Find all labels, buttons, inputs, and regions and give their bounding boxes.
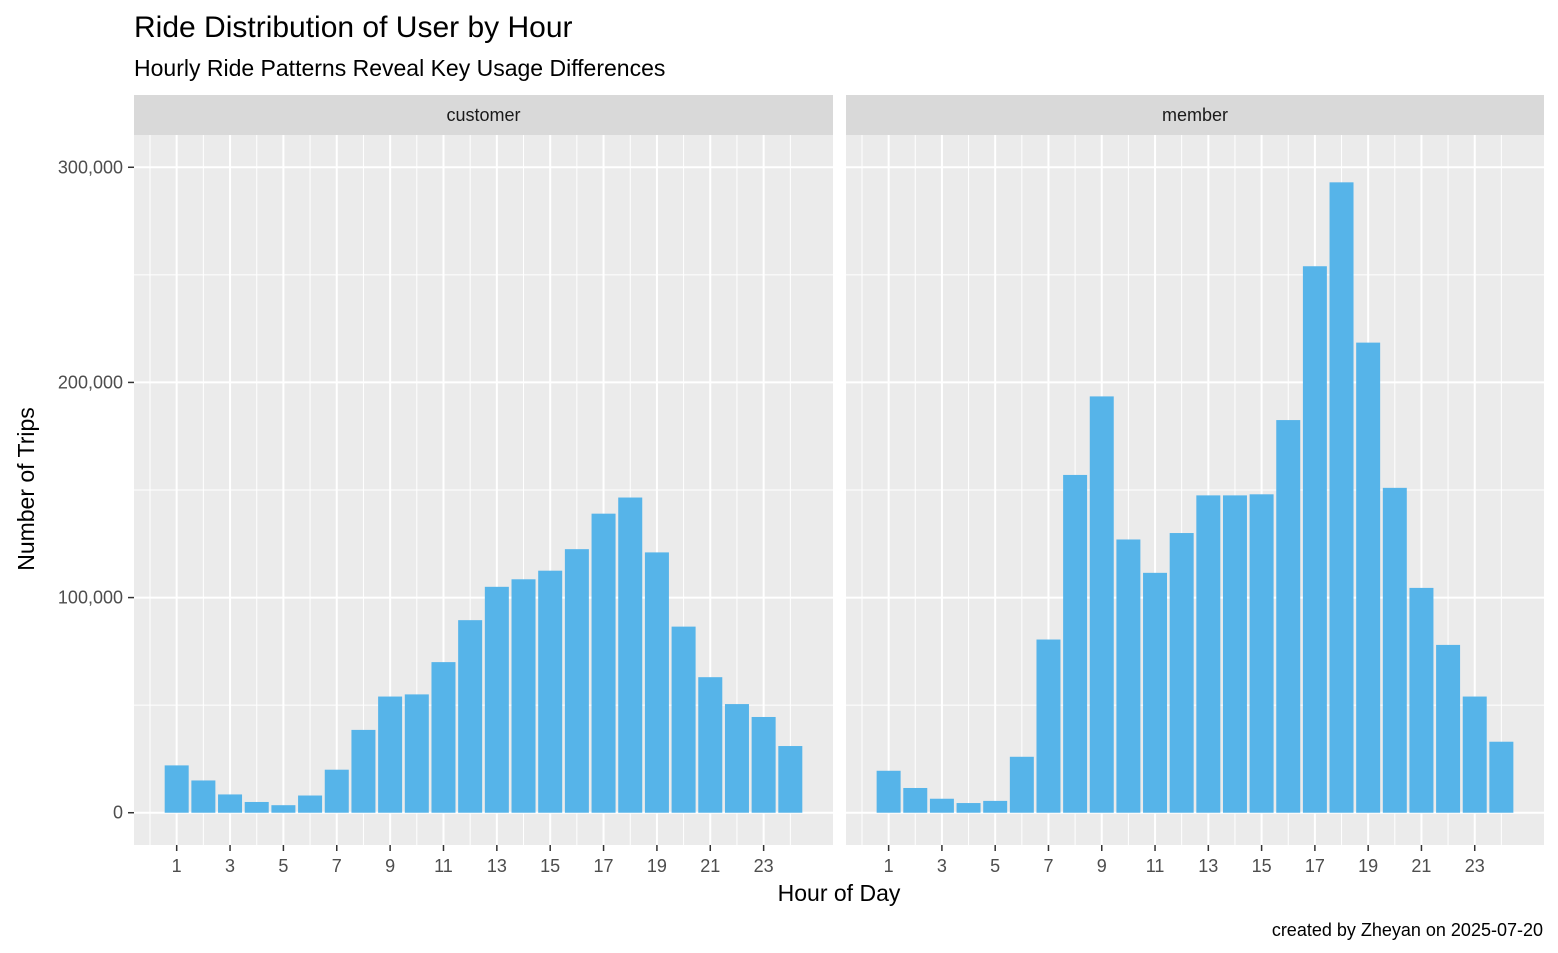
y-axis: 0 100,000 200,000 300,000 xyxy=(58,157,134,823)
facet-strip-label-member: member xyxy=(1162,105,1228,125)
bar-member-hour-2 xyxy=(903,787,928,813)
x-tick-label: 13 xyxy=(1198,856,1218,876)
x-tick-label: 21 xyxy=(1411,856,1431,876)
bar-customer-hour-19 xyxy=(644,552,669,813)
bar-member-hour-13 xyxy=(1196,495,1221,813)
bar-customer-hour-6 xyxy=(298,795,323,813)
x-axis-title: Hour of Day xyxy=(778,880,901,906)
bar-member-hour-1 xyxy=(876,770,901,813)
facet-strip-customer xyxy=(134,95,833,135)
facet-strip-label-customer: customer xyxy=(446,105,520,125)
bar-member-hour-23 xyxy=(1462,696,1487,813)
x-tick-label: 3 xyxy=(937,856,947,876)
facet-strip-member xyxy=(846,95,1544,135)
bar-customer-hour-18 xyxy=(618,497,643,813)
y-tick-label: 300,000 xyxy=(58,157,123,177)
bar-customer-hour-23 xyxy=(751,716,776,813)
x-tick-label: 19 xyxy=(1358,856,1378,876)
x-tick-label: 11 xyxy=(434,856,453,876)
bar-member-hour-10 xyxy=(1116,539,1141,813)
bar-customer-hour-8 xyxy=(351,729,376,813)
bar-customer-hour-2 xyxy=(191,780,216,813)
bar-customer-hour-21 xyxy=(698,677,723,813)
chart-subtitle: Hourly Ride Patterns Reveal Key Usage Di… xyxy=(134,55,665,81)
x-tick-label: 9 xyxy=(385,856,395,876)
bar-member-hour-17 xyxy=(1302,266,1327,813)
bar-member-hour-11 xyxy=(1143,572,1168,813)
x-tick-label: 7 xyxy=(1043,856,1053,876)
bar-member-hour-24 xyxy=(1489,741,1514,813)
bar-customer-hour-5 xyxy=(271,805,296,813)
bar-customer-hour-3 xyxy=(218,794,243,813)
bar-member-hour-21 xyxy=(1409,587,1434,813)
bar-customer-hour-14 xyxy=(511,579,536,813)
bar-member-hour-19 xyxy=(1356,342,1381,813)
bar-member-hour-5 xyxy=(983,800,1008,813)
bar-member-hour-9 xyxy=(1089,396,1114,813)
x-tick-label: 23 xyxy=(754,856,774,876)
bar-customer-hour-7 xyxy=(324,769,349,813)
x-tick-label: 19 xyxy=(647,856,667,876)
bar-customer-hour-4 xyxy=(244,801,269,813)
bar-member-hour-6 xyxy=(1009,756,1034,813)
chart-caption: created by Zheyan on 2025-07-20 xyxy=(1272,920,1543,940)
bar-member-hour-7 xyxy=(1036,639,1061,813)
y-axis-title: Number of Trips xyxy=(13,407,39,571)
y-tick-label: 200,000 xyxy=(58,372,123,392)
bar-customer-hour-9 xyxy=(378,696,403,813)
bar-customer-hour-13 xyxy=(484,586,509,813)
bar-customer-hour-1 xyxy=(164,765,189,813)
bar-member-hour-18 xyxy=(1329,182,1354,813)
bar-customer-hour-10 xyxy=(404,694,429,813)
x-tick-label: 15 xyxy=(540,856,560,876)
bar-member-hour-20 xyxy=(1382,487,1407,813)
bar-customer-hour-17 xyxy=(591,513,616,813)
x-tick-label: 11 xyxy=(1146,856,1165,876)
bar-member-hour-8 xyxy=(1063,474,1088,813)
bar-member-hour-4 xyxy=(956,803,981,813)
x-tick-label: 13 xyxy=(487,856,507,876)
bar-member-hour-15 xyxy=(1249,494,1274,813)
bar-member-hour-12 xyxy=(1169,533,1194,813)
bar-customer-hour-15 xyxy=(538,570,563,813)
x-tick-label: 9 xyxy=(1097,856,1107,876)
bar-customer-hour-20 xyxy=(671,626,696,813)
bar-customer-hour-12 xyxy=(458,620,483,813)
x-tick-label: 5 xyxy=(990,856,1000,876)
bar-member-hour-14 xyxy=(1222,495,1247,813)
y-tick-label: 100,000 xyxy=(58,588,123,608)
x-tick-label: 17 xyxy=(1305,856,1325,876)
bar-customer-hour-16 xyxy=(564,549,589,813)
bar-customer-hour-11 xyxy=(431,662,456,813)
x-tick-label: 3 xyxy=(225,856,235,876)
x-tick-label: 7 xyxy=(332,856,342,876)
x-tick-label: 15 xyxy=(1252,856,1272,876)
x-tick-label: 1 xyxy=(884,856,894,876)
x-tick-label: 17 xyxy=(594,856,614,876)
y-tick-label: 0 xyxy=(113,803,123,823)
bar-member-hour-16 xyxy=(1276,420,1301,813)
bar-customer-hour-22 xyxy=(724,704,749,813)
chart-title: Ride Distribution of User by Hour xyxy=(134,11,573,44)
bar-member-hour-3 xyxy=(929,798,954,813)
x-tick-label: 5 xyxy=(278,856,288,876)
bar-customer-hour-24 xyxy=(778,746,803,813)
x-tick-label: 1 xyxy=(172,856,182,876)
x-tick-label: 21 xyxy=(700,856,720,876)
x-tick-label: 23 xyxy=(1465,856,1485,876)
bar-member-hour-22 xyxy=(1436,644,1461,813)
